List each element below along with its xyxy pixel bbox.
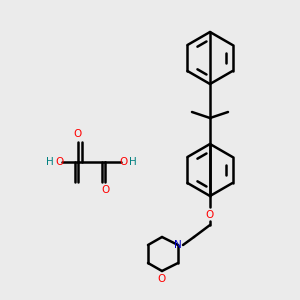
Text: H: H <box>129 157 137 167</box>
Text: O: O <box>101 185 109 195</box>
Text: O: O <box>56 157 64 167</box>
Text: O: O <box>119 157 127 167</box>
Text: H: H <box>46 157 54 167</box>
Text: O: O <box>206 210 214 220</box>
Text: O: O <box>158 274 166 284</box>
Text: N: N <box>174 240 182 250</box>
Text: O: O <box>74 129 82 139</box>
